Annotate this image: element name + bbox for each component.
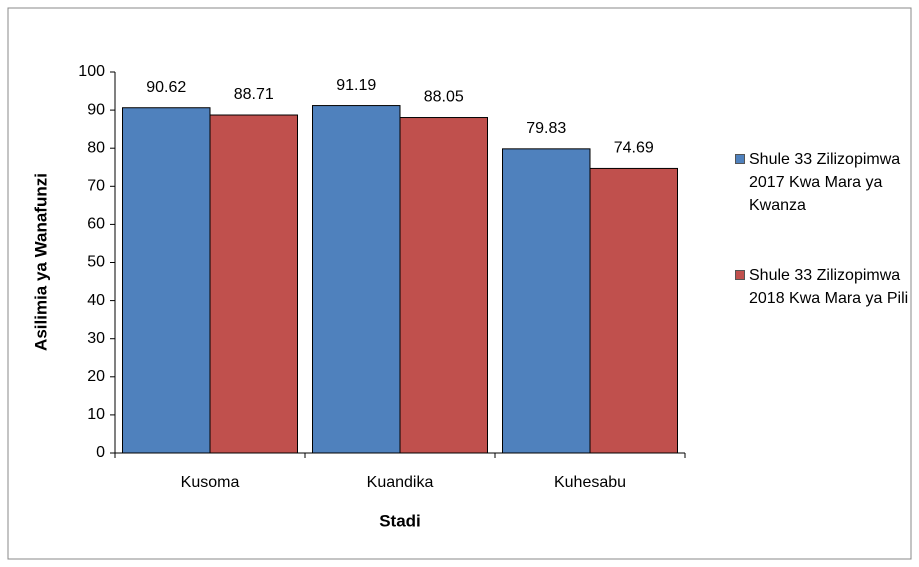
legend-swatch <box>735 270 745 280</box>
bar <box>312 105 401 454</box>
data-label: 88.05 <box>424 89 464 106</box>
bar <box>209 114 298 454</box>
bar <box>122 107 211 454</box>
y-tick-label: 20 <box>87 368 105 385</box>
y-axis-title: Asilimia ya Wanafunzi <box>31 173 50 351</box>
x-axis-title: Stadi <box>379 511 421 530</box>
x-tick-label: Kusoma <box>181 474 240 491</box>
bar <box>399 117 488 454</box>
data-label: 90.62 <box>146 79 186 96</box>
data-label: 88.71 <box>234 86 274 103</box>
data-label: 79.83 <box>526 120 566 137</box>
y-tick-label: 50 <box>87 254 105 271</box>
y-tick-label: 70 <box>87 178 105 195</box>
bar <box>502 148 591 454</box>
x-tick-label: Kuhesabu <box>554 474 626 491</box>
legend-item: Shule 33 Zilizopimwa 2017 Kwa Mara ya Kw… <box>735 148 910 217</box>
y-tick-label: 80 <box>87 139 105 156</box>
bar <box>589 167 678 454</box>
legend-label: Shule 33 Zilizopimwa 2017 Kwa Mara ya Kw… <box>749 151 901 214</box>
data-label: 74.69 <box>614 140 654 157</box>
legend-label: Shule 33 Zilizopimwa 2018 Kwa Mara ya Pi… <box>749 267 909 307</box>
y-tick-label: 90 <box>87 101 105 118</box>
legend-item: Shule 33 Zilizopimwa 2018 Kwa Mara ya Pi… <box>735 264 910 310</box>
y-tick-label: 30 <box>87 330 105 347</box>
legend-swatch <box>735 154 745 164</box>
y-tick-label: 60 <box>87 216 105 233</box>
y-tick-label: 100 <box>78 63 105 80</box>
x-tick-label: Kuandika <box>367 474 434 491</box>
y-tick-label: 10 <box>87 406 105 423</box>
y-tick-label: 0 <box>96 444 105 461</box>
data-label: 91.19 <box>336 77 376 94</box>
y-tick-label: 40 <box>87 292 105 309</box>
